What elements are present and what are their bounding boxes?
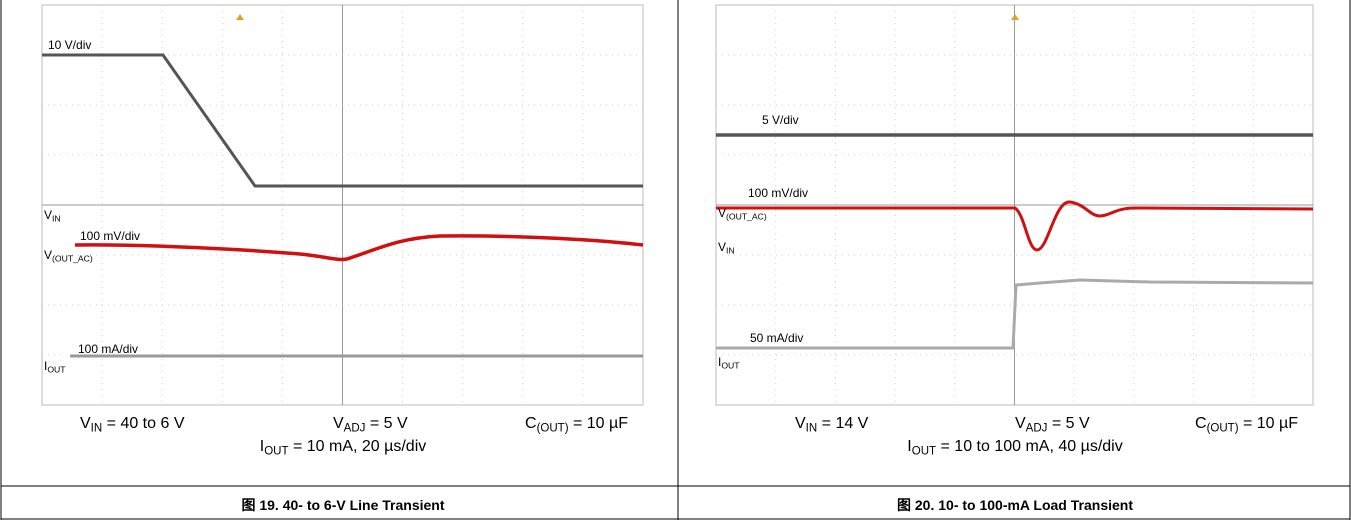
condition: C(OUT) = 10 µF — [525, 415, 629, 435]
condition-value: = 10 mA, 20 µs/div — [288, 438, 427, 455]
trace-scale: 50 mA/div — [750, 331, 803, 345]
symbol: V — [80, 415, 91, 432]
subscript: (OUT) — [1206, 422, 1239, 435]
subscript: OUT — [911, 445, 937, 458]
condition: VIN = 14 V — [795, 415, 869, 435]
scale-label: 50 mA/div — [750, 331, 804, 345]
subscript: IN — [90, 422, 103, 435]
symbol: C — [1195, 415, 1207, 432]
subscript: (OUT_AC) — [726, 211, 767, 222]
scale-label: 5 V/div — [762, 113, 799, 127]
symbol: V — [718, 206, 727, 220]
subscript: (OUT) — [536, 422, 569, 435]
condition-value: = 10 µF — [568, 415, 629, 432]
symbol: C — [525, 415, 537, 432]
trace-vout — [716, 200, 1314, 252]
symbol: V — [333, 415, 344, 432]
scale-label: 100 mA/div — [78, 342, 139, 356]
symbol: V — [795, 415, 806, 432]
trace-vin — [42, 53, 643, 188]
condition-value: = 10 µF — [1238, 415, 1299, 432]
condition: C(OUT) = 10 µF — [1195, 415, 1299, 435]
condition: VIN = 40 to 6 V — [80, 415, 185, 435]
trace-name: IOUT — [718, 355, 740, 371]
trace-iout — [716, 278, 1314, 350]
symbol: V — [718, 240, 727, 254]
trace-name: V(OUT_AC) — [44, 248, 93, 264]
subscript: OUT — [47, 364, 66, 375]
trace-name: VIN — [718, 240, 735, 256]
trace-name: VIN — [44, 208, 61, 224]
condition-value: = 14 V — [817, 415, 869, 432]
subscript: (OUT_AC) — [52, 253, 93, 264]
subscript: IN — [805, 422, 818, 435]
trace-scale: 100 mA/div — [78, 342, 138, 356]
subscript: OUT — [721, 360, 740, 371]
subscript: IN — [52, 213, 61, 224]
symbol: I — [907, 438, 912, 455]
scale-label: 100 mV/div — [748, 186, 809, 200]
condition: IOUT = 10 mA, 20 µs/div — [259, 438, 427, 458]
caption-text: 图 19. 40- to 6-V Line Transient — [241, 497, 445, 513]
symbol: V — [44, 248, 53, 262]
symbol: I — [718, 355, 722, 369]
scale-label: 100 mV/div — [80, 229, 141, 243]
figure-caption: 图 20. 10- to 100-mA Load Transient — [897, 495, 1133, 515]
trace-scale: 10 V/div — [48, 38, 91, 52]
subscript: IN — [726, 245, 735, 256]
symbol: I — [259, 438, 265, 455]
trace-vout — [74, 234, 644, 262]
subscript: ADJ — [343, 422, 366, 435]
symbol: V — [1015, 415, 1026, 432]
condition: IOUT = 10 to 100 mA, 40 µs/div — [907, 438, 1123, 458]
subscript: ADJ — [1025, 422, 1048, 435]
condition-value: = 40 to 6 V — [102, 415, 185, 432]
condition: VADJ = 5 V — [333, 415, 408, 435]
scale-label: 10 V/div — [48, 38, 92, 52]
figure-caption: 图 19. 40- to 6-V Line Transient — [241, 495, 444, 515]
trace-scale: 5 V/div — [762, 113, 799, 127]
trigger-marker — [1011, 14, 1019, 20]
trigger-marker — [236, 14, 244, 20]
symbol: V — [44, 208, 53, 222]
caption-text: 图 20. 10- to 100-mA Load Transient — [897, 497, 1133, 513]
symbol: I — [44, 359, 48, 373]
subscript: OUT — [264, 445, 289, 458]
trace-name: IOUT — [44, 359, 66, 375]
trace-scale: 100 mV/div — [80, 229, 140, 243]
condition-value: = 5 V — [1047, 415, 1090, 432]
condition-value: = 5 V — [365, 415, 408, 432]
trace-scale: 100 mV/div — [748, 186, 808, 200]
condition-value: = 10 to 100 mA, 40 µs/div — [936, 438, 1123, 455]
condition: VADJ = 5 V — [1015, 415, 1090, 435]
trace-name: V(OUT_AC) — [718, 206, 767, 222]
